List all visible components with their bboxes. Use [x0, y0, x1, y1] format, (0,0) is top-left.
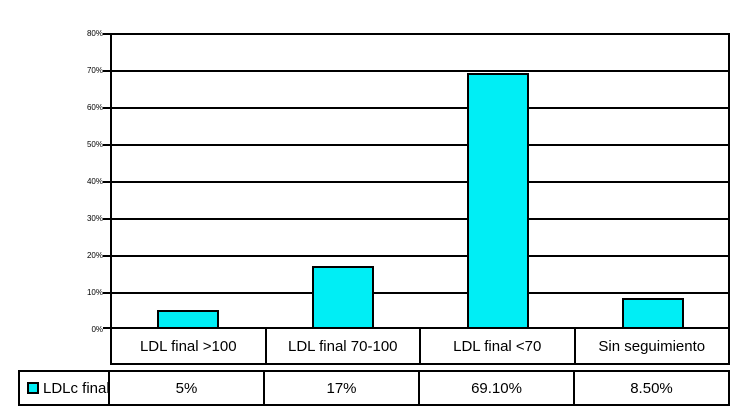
gridline [110, 255, 730, 257]
gridline [110, 33, 730, 35]
y-tick-label: 30% [86, 214, 103, 223]
y-tick-label: 10% [86, 288, 103, 297]
y-tick-label: 50% [86, 140, 103, 149]
chart-data-table: LDLc final 5% 17% 69.10% 8.50% [18, 370, 730, 406]
category-label: LDL final >100 [112, 329, 267, 363]
value-cell: 8.50% [630, 379, 673, 397]
series-name-label: LDLc final [43, 379, 110, 397]
value-cell: 17% [265, 372, 420, 404]
value-cell: 69.10% [420, 372, 575, 404]
axis-bottom [110, 327, 730, 329]
value-cell: 5% [110, 372, 265, 404]
y-tick-label: 80% [86, 29, 103, 38]
y-tick-label: 60% [86, 103, 103, 112]
y-tick-mark [103, 107, 110, 109]
x-axis-category-row: LDL final >100 LDL final 70-100 LDL final … [110, 329, 730, 365]
category-label: LDL final <70 [421, 329, 576, 363]
gridline [110, 70, 730, 72]
axis-right [728, 33, 730, 329]
y-tick-mark [103, 181, 110, 183]
bar-2 [467, 73, 529, 329]
series-color-swatch-icon [27, 382, 39, 394]
y-tick-label: 40% [86, 177, 103, 186]
y-tick-mark [103, 33, 110, 35]
axis-left [110, 33, 112, 329]
plot-area [110, 33, 730, 329]
y-tick-mark [103, 70, 110, 72]
y-tick-mark [103, 218, 110, 220]
gridline [110, 181, 730, 183]
y-tick-mark [103, 292, 110, 294]
y-tick-mark [103, 144, 110, 146]
category-label: Sin seguimiento [598, 337, 706, 355]
y-tick-mark [103, 327, 110, 329]
legend-cell: LDLc final [20, 372, 110, 404]
gridline [110, 144, 730, 146]
y-tick-label: 20% [86, 251, 103, 260]
y-tick-label: 70% [86, 66, 103, 75]
y-tick-mark [103, 255, 110, 257]
category-label: LDL final 70-100 [267, 329, 421, 363]
gridline [110, 292, 730, 294]
bar-3 [622, 298, 684, 329]
y-tick-label: 0% [91, 325, 103, 334]
gridline [110, 218, 730, 220]
bar-1 [312, 266, 374, 329]
gridline [110, 107, 730, 109]
